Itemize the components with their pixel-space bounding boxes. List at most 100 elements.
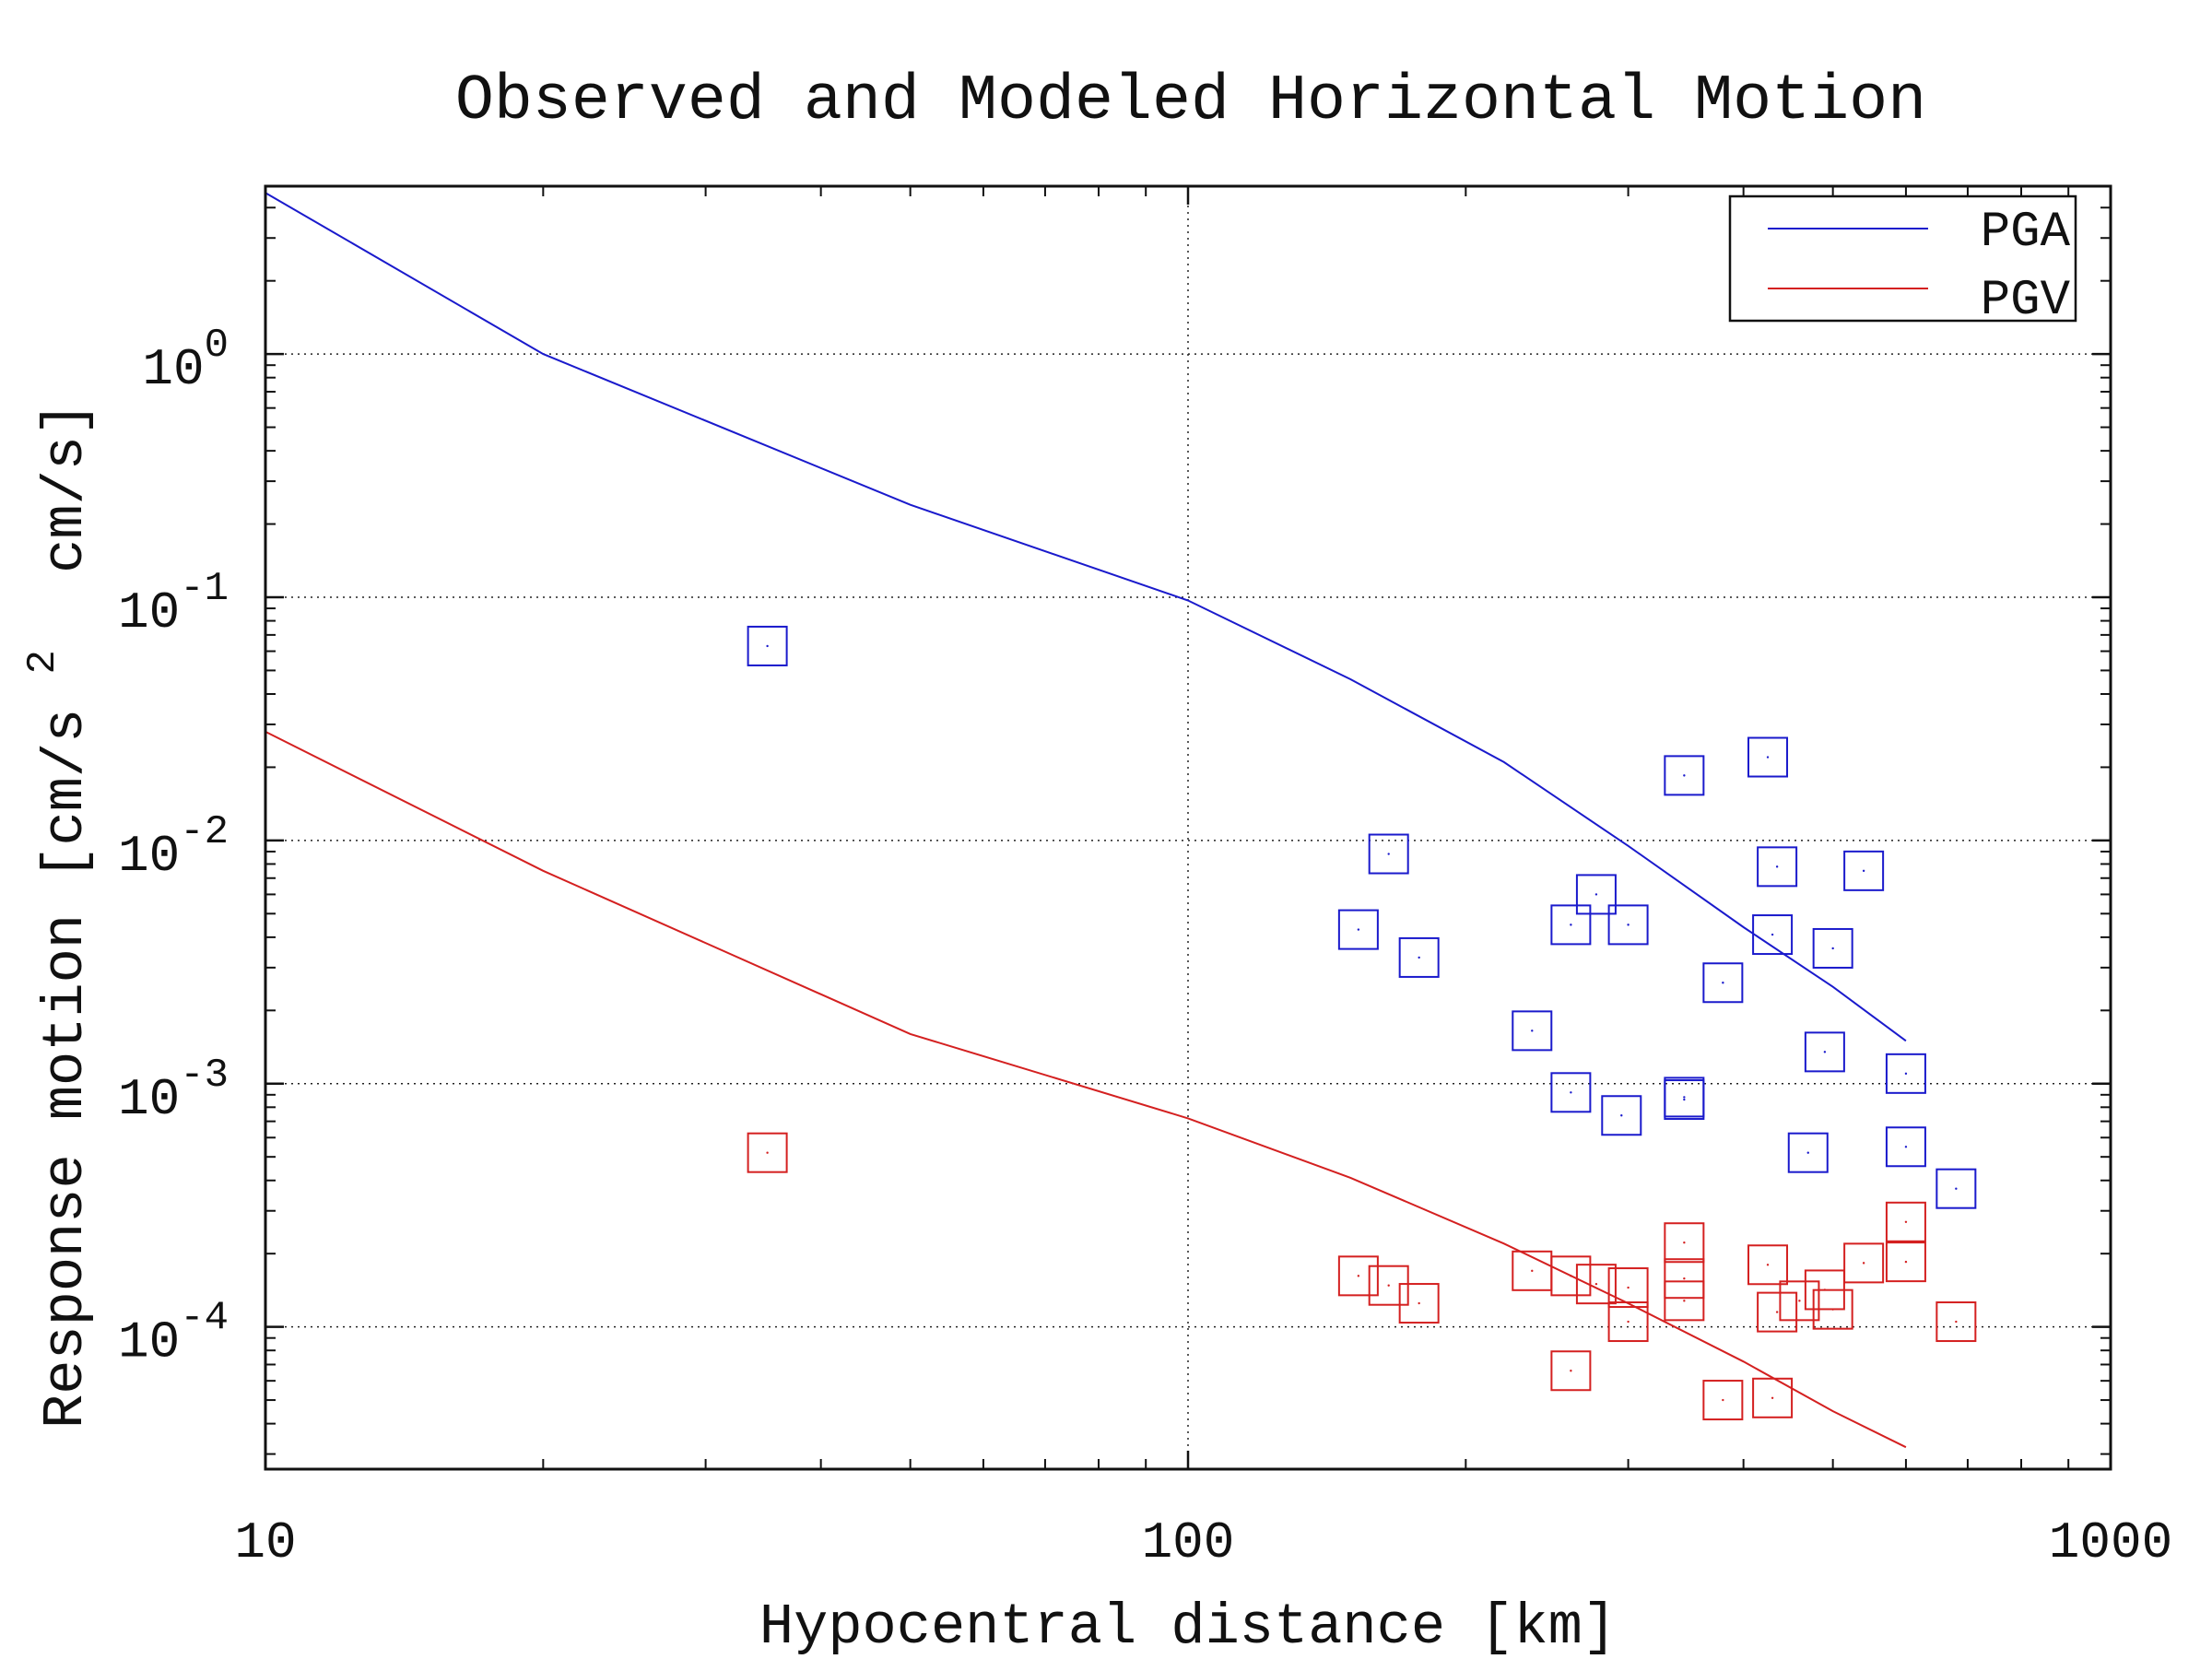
obs-point-center bbox=[1955, 1320, 1958, 1324]
legend-label-pga: PGA bbox=[1981, 205, 2071, 261]
obs-point-center bbox=[1722, 1398, 1724, 1402]
obs-point-pgv bbox=[1575, 1264, 1617, 1305]
obs-point-pgv bbox=[1702, 1380, 1744, 1421]
obs-point-center bbox=[1627, 1320, 1630, 1324]
obs-point-center bbox=[1620, 1114, 1623, 1117]
y-axis-label-superscript: 2 bbox=[20, 650, 66, 674]
legend: PGA PGV bbox=[1728, 194, 2077, 329]
obs-point-center bbox=[1904, 1072, 1908, 1076]
chart-title: Observed and Modeled Horizontal Motion bbox=[455, 65, 1926, 138]
y-tick-labels: 100 10-1 10-2 10-3 10-4 bbox=[118, 323, 229, 1372]
obs-point-center bbox=[766, 644, 769, 648]
obs-point-pga bbox=[1885, 1126, 1926, 1168]
obs-point-center bbox=[1570, 1091, 1572, 1094]
obs-point-pga bbox=[1550, 1072, 1592, 1113]
obs-point-center bbox=[1766, 1264, 1770, 1266]
series-line-pgv bbox=[265, 731, 1907, 1449]
obs-point-pga bbox=[1936, 1168, 1977, 1209]
obs-point-center bbox=[1806, 1151, 1809, 1154]
obs-point-pgv bbox=[1779, 1280, 1820, 1322]
obs-point-pgv bbox=[1550, 1255, 1592, 1297]
legend-label-pgv: PGV bbox=[1981, 273, 2071, 329]
y-axis-label-group: Response motion [cm/s 2 cm/s] bbox=[6, 402, 99, 1429]
y-tick-label: 10-3 bbox=[118, 1053, 229, 1129]
obs-point-pga bbox=[1607, 904, 1649, 946]
y-axis-label-tail: cm/s] bbox=[33, 402, 99, 573]
x-tick-label: 100 bbox=[1142, 1513, 1235, 1572]
obs-point-pgv bbox=[1337, 1255, 1379, 1297]
obs-point-center bbox=[1775, 1311, 1779, 1313]
obs-point-pga bbox=[1752, 914, 1794, 956]
obs-point-center bbox=[1418, 956, 1420, 959]
obs-point-pgv bbox=[1550, 1350, 1592, 1392]
y-axis-label-main: Response motion [cm/s bbox=[33, 709, 99, 1429]
obs-point-pgv bbox=[1936, 1301, 1977, 1343]
obs-point-center bbox=[1683, 1277, 1686, 1280]
obs-point-center bbox=[1531, 1269, 1534, 1273]
obs-point-center bbox=[1627, 924, 1630, 926]
grid-lines bbox=[265, 186, 2111, 1469]
obs-point-center bbox=[766, 1151, 769, 1154]
obs-point-pga bbox=[1812, 927, 1853, 969]
obs-point-pgv bbox=[1398, 1283, 1440, 1324]
y-axis-label: Response motion [cm/s 2 cm/s] bbox=[6, 402, 99, 1429]
obs-point-pgv bbox=[747, 1132, 788, 1173]
obs-point-center bbox=[1831, 1308, 1834, 1311]
obs-point-pgv bbox=[1885, 1201, 1926, 1242]
obs-point-pgv bbox=[1607, 1267, 1649, 1309]
obs-point-center bbox=[1357, 928, 1360, 931]
model-curves bbox=[265, 192, 1907, 1449]
obs-point-center bbox=[1357, 1275, 1360, 1277]
obs-point-center bbox=[1531, 1030, 1534, 1032]
series-line-pga bbox=[265, 192, 1907, 1042]
obs-point-center bbox=[1722, 982, 1724, 984]
obs-point-pga bbox=[1843, 850, 1885, 891]
obs-point-pga bbox=[1787, 1132, 1829, 1173]
obs-point-pgv bbox=[1607, 1301, 1649, 1343]
obs-point-pgv bbox=[1368, 1265, 1409, 1306]
obs-point-center bbox=[1775, 865, 1779, 868]
obs-point-center bbox=[1683, 1096, 1686, 1099]
obs-point-center bbox=[1594, 1282, 1598, 1286]
obs-point-pga bbox=[1747, 736, 1789, 778]
y-tick-label: 10-1 bbox=[118, 566, 229, 642]
obs-point-center bbox=[1418, 1301, 1420, 1305]
obs-point-center bbox=[1627, 1286, 1630, 1289]
x-tick-labels: 10 100 1000 bbox=[234, 1513, 2172, 1572]
obs-point-center bbox=[1387, 1284, 1390, 1287]
y-tick-label: 10-4 bbox=[118, 1296, 229, 1372]
observed-points bbox=[747, 625, 1977, 1421]
obs-point-pgv bbox=[1885, 1241, 1926, 1283]
obs-point-center bbox=[1862, 1262, 1865, 1265]
obs-point-center bbox=[1387, 853, 1390, 855]
obs-point-pga bbox=[1398, 936, 1440, 978]
obs-point-center bbox=[1862, 869, 1865, 873]
obs-point-pgv bbox=[1757, 1291, 1798, 1333]
obs-point-center bbox=[1683, 774, 1686, 777]
plot-frame bbox=[264, 184, 2112, 1471]
obs-point-pga bbox=[1885, 1053, 1926, 1094]
obs-point-pgv bbox=[1752, 1377, 1794, 1418]
obs-point-pga bbox=[1337, 909, 1379, 950]
obs-point-pgv bbox=[1747, 1244, 1789, 1286]
obs-point-center bbox=[1683, 1300, 1686, 1302]
obs-point-pga bbox=[1804, 1031, 1845, 1073]
obs-point-pgv bbox=[1664, 1258, 1705, 1300]
obs-point-center bbox=[1570, 924, 1572, 926]
y-tick-label: 100 bbox=[142, 323, 229, 399]
obs-point-pga bbox=[1575, 874, 1617, 915]
obs-point-center bbox=[1798, 1300, 1801, 1302]
obs-point-pgv bbox=[1664, 1280, 1705, 1322]
obs-point-pga bbox=[1664, 755, 1705, 796]
obs-point-center bbox=[1771, 1396, 1774, 1399]
x-tick-label: 10 bbox=[234, 1513, 296, 1572]
obs-point-pga bbox=[1368, 833, 1409, 875]
obs-point-center bbox=[1904, 1220, 1908, 1223]
obs-point-center bbox=[1766, 756, 1770, 759]
obs-point-pga bbox=[1601, 1095, 1642, 1136]
obs-point-center bbox=[1904, 1146, 1908, 1148]
obs-point-pga bbox=[1512, 1010, 1553, 1052]
obs-point-pga bbox=[747, 625, 788, 666]
obs-point-center bbox=[1683, 1241, 1686, 1244]
obs-point-pga bbox=[1550, 904, 1592, 946]
